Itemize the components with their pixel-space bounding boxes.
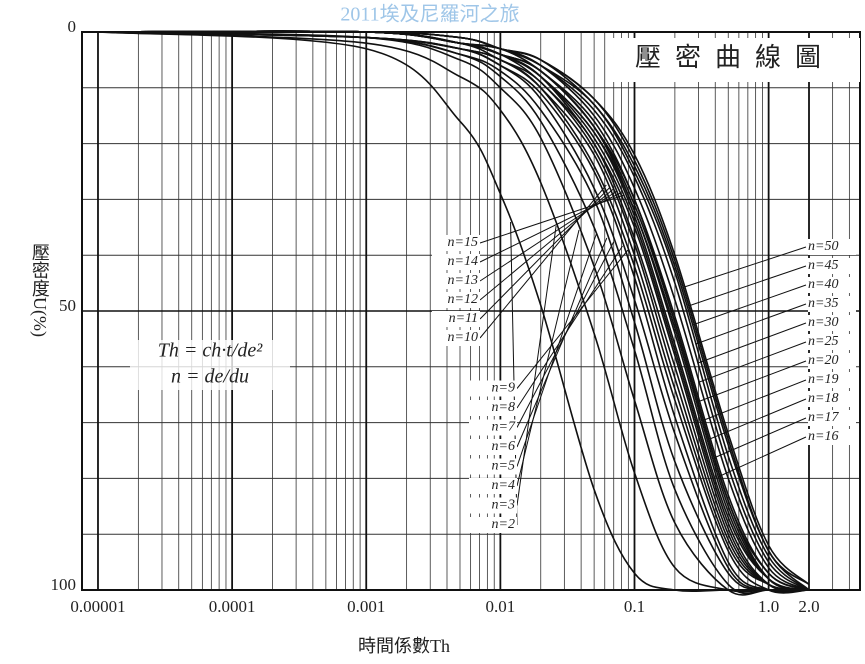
leader-line [699,341,807,383]
formula: n = de/du [171,366,249,388]
leader-line [516,229,580,487]
series-label: n=18 [808,391,838,406]
label-bg [469,439,517,455]
series-label: n=4 [492,478,515,493]
leader-line [697,322,807,364]
title-box [606,38,860,82]
leader-line [703,379,807,421]
label-bg [432,254,480,270]
x-tick-label: 0.0001 [209,597,256,616]
label-bg [432,273,480,289]
series-label: n=11 [449,311,478,326]
leader-line [695,303,807,345]
y-axis-label: 壓密度U(%) [29,243,50,337]
leader-line [479,194,625,244]
series-label: n=14 [448,254,478,269]
x-tick-label: 0.00001 [70,597,125,616]
x-axis-label: 時間係數Th [358,636,450,656]
x-tick-label: 1.0 [758,597,779,616]
label-bg [808,353,856,369]
label-bg [469,400,517,416]
series-label: n=8 [492,400,515,415]
chart-title: 壓密曲線圖 [635,43,835,72]
label-bg [808,372,856,388]
series-label: n=6 [492,439,515,454]
watermark: 2011埃及尼羅河之旅 [340,3,519,26]
label-bg [808,315,856,331]
leader-line [709,398,807,440]
label-bg [808,277,856,293]
series-label: n=2 [492,517,515,532]
label-bg [432,330,480,346]
leader-line [717,436,807,478]
label-bg [469,478,517,494]
leader-line [713,417,807,459]
series-label: n=50 [808,239,838,254]
label-bg [469,497,517,514]
label-bg [469,419,517,436]
label-bg [469,517,517,533]
series-label: n=25 [808,334,838,349]
series-label: n=10 [448,330,478,345]
series-label: n=17 [808,410,839,425]
series-label: n=9 [492,381,515,396]
leader-line [692,284,807,326]
y-tick-label: 100 [51,575,77,594]
leader-line [684,246,807,288]
leader-line [516,249,629,389]
x-tick-label: 0.1 [624,597,645,616]
formula-box [130,340,290,390]
series-label: n=45 [808,258,838,273]
leader-line [699,360,807,402]
label-bg [432,311,480,327]
y-tick-label: 50 [59,296,76,315]
series-label: n=16 [808,429,838,444]
x-tick-label: 2.0 [798,597,819,616]
label-bg [432,235,480,251]
series-label: n=35 [808,296,838,311]
series-labels: n=2 n=3 n=4 n=5 n=6 n=7 n=8 n=9 n=10 n=11 n=12 n=13… [432,184,856,533]
series-label: n=3 [492,498,515,513]
label-bg [808,391,856,407]
label-bg [808,334,856,350]
series-label: n=12 [448,292,478,307]
label-bg [808,410,856,426]
leader-line [516,237,608,448]
series-label: n=20 [808,353,838,368]
series-label: n=7 [492,420,516,435]
series-label: n=15 [448,235,478,250]
plot-frame [81,31,861,591]
label-bg [808,429,856,445]
series-label: n=13 [448,273,478,288]
label-bg [808,258,856,274]
formula: Th = ch·t/de² [158,340,263,362]
curve [97,31,810,591]
leader-line [688,265,807,307]
x-tick-label: 0.001 [347,597,385,616]
leader-line [516,245,623,409]
label-bg [432,292,480,308]
series-label: n=40 [808,277,838,292]
label-bg [469,458,517,475]
series-label: n=5 [492,459,515,474]
series-label: n=30 [808,315,838,330]
x-tick-label: 0.01 [485,597,515,616]
label-bg [469,380,517,397]
y-tick-label: 0 [68,17,77,36]
series-label: n=19 [808,372,838,387]
label-bg [808,239,856,255]
label-bg [808,296,856,312]
